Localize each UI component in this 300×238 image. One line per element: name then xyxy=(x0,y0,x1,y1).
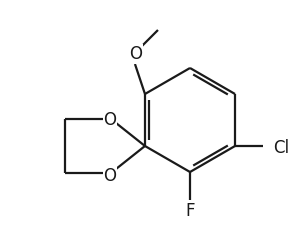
Text: O: O xyxy=(130,45,142,63)
Text: O: O xyxy=(103,167,116,185)
Text: O: O xyxy=(103,111,116,129)
Text: Cl: Cl xyxy=(273,139,289,157)
Text: F: F xyxy=(185,202,195,220)
